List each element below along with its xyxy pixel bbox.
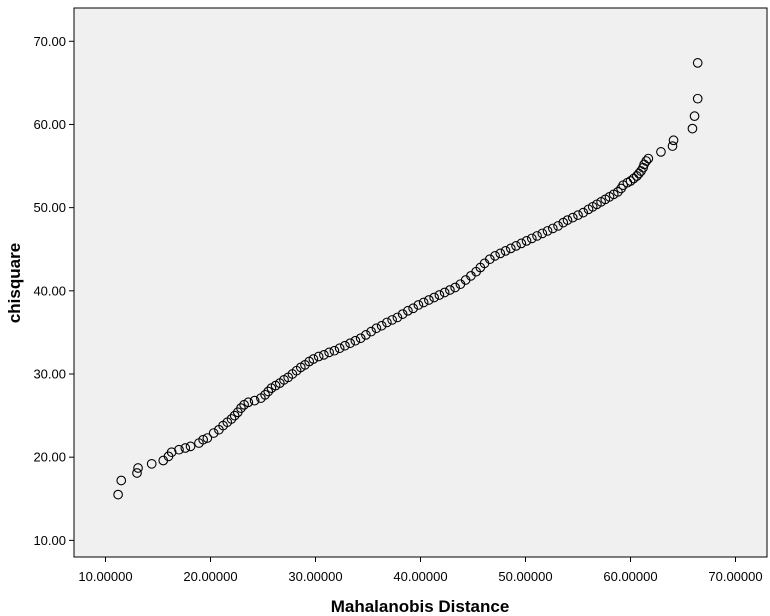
data-point [334, 343, 345, 354]
data-point [132, 468, 142, 478]
data-point [403, 305, 413, 316]
data-point [542, 226, 553, 236]
data-point [567, 212, 578, 223]
data-point [613, 186, 623, 197]
data-point [202, 433, 213, 443]
data-point [350, 335, 361, 346]
data-point [445, 285, 455, 295]
data-point [313, 351, 324, 362]
data-point [198, 434, 208, 445]
x-tick-label: 60.00000 [603, 569, 657, 584]
data-point [392, 312, 403, 323]
data-point [641, 156, 652, 166]
data-point [185, 441, 196, 452]
y-tick-label: 40.00 [33, 283, 66, 298]
data-point [495, 248, 506, 259]
data-point [490, 251, 500, 261]
data-point [319, 350, 329, 360]
x-tick-label: 70.00000 [708, 569, 762, 584]
data-point [526, 233, 537, 244]
data-point [484, 254, 495, 265]
data-point [573, 210, 583, 220]
x-tick-label: 40.00000 [393, 569, 447, 584]
data-point [628, 173, 639, 184]
data-point [418, 297, 429, 308]
y-tick-label: 20.00 [33, 450, 66, 465]
data-point [366, 326, 377, 337]
plot-area [73, 7, 768, 558]
data-point [521, 236, 532, 246]
data-point [511, 241, 521, 251]
data-point [643, 153, 654, 164]
y-tick-label: 10.00 [33, 533, 66, 548]
data-point [532, 231, 542, 241]
data-point [180, 443, 191, 453]
data-point [376, 320, 387, 331]
data-point [260, 389, 270, 400]
data-point [355, 333, 366, 344]
data-point [340, 340, 350, 351]
data-point [500, 246, 511, 256]
data-points [113, 58, 703, 500]
data-point [553, 221, 563, 231]
data-point [166, 447, 177, 458]
data-point [439, 287, 450, 298]
y-tick-label: 60.00 [33, 117, 66, 132]
data-point [226, 414, 237, 424]
data-point [174, 444, 184, 455]
x-tick-label: 20.00000 [183, 569, 237, 584]
data-point [625, 176, 636, 186]
data-point [656, 147, 666, 157]
data-point [324, 347, 335, 358]
data-point [668, 135, 679, 146]
x-tick-label: 30.00000 [288, 569, 342, 584]
y-axis-ticks: 10.00 20.00 30.00 40.00 50.00 60.00 70.00 [33, 34, 74, 548]
data-point [382, 317, 392, 328]
data-point [387, 315, 398, 325]
data-point [146, 458, 157, 469]
data-point [516, 238, 527, 249]
data-point [263, 386, 274, 397]
y-tick-label: 30.00 [33, 367, 66, 382]
data-point [113, 489, 123, 500]
y-tick-label: 70.00 [33, 34, 66, 49]
x-axis-ticks: 10.00000 20.00000 30.00000 40.00000 50.00000… [78, 557, 763, 584]
data-point [692, 93, 703, 104]
data-point [236, 403, 246, 413]
data-point [689, 111, 700, 121]
data-point [429, 292, 440, 303]
data-point [667, 141, 678, 151]
data-point [371, 323, 382, 334]
data-point [133, 463, 143, 473]
data-point [397, 309, 408, 319]
x-tick-label: 50.00000 [498, 569, 552, 584]
data-point [229, 410, 240, 421]
x-axis-title: Mahalanobis Distance [331, 597, 510, 616]
data-point [243, 397, 254, 408]
data-point [413, 300, 424, 310]
data-point [116, 475, 127, 486]
data-point [434, 290, 445, 300]
data-point [692, 58, 703, 68]
x-tick-label: 10.00000 [78, 569, 132, 584]
data-point [547, 223, 558, 234]
data-point [687, 123, 698, 134]
data-point [208, 428, 219, 438]
data-point [408, 303, 419, 314]
data-point [537, 228, 548, 239]
y-axis-title: chisquare [5, 243, 24, 323]
data-point [308, 354, 319, 364]
data-point [505, 243, 516, 254]
data-point [249, 395, 260, 406]
data-point [329, 345, 340, 356]
y-tick-label: 50.00 [33, 200, 66, 215]
data-point [562, 215, 573, 225]
data-point [345, 338, 356, 349]
data-point [424, 295, 434, 305]
data-point [361, 330, 371, 340]
data-point [578, 207, 589, 218]
data-point [450, 282, 461, 293]
